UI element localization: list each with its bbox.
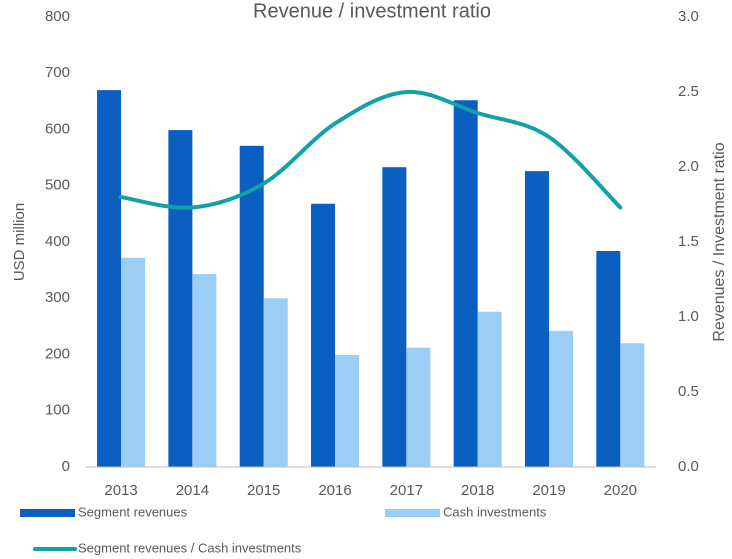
y2-tick-label: 2.5 [678, 83, 699, 100]
x-tick-label: 2014 [176, 482, 209, 499]
bar [620, 343, 645, 467]
bar [596, 251, 621, 467]
y-tick-label: 600 [45, 120, 70, 137]
bar [168, 130, 193, 467]
bar [311, 203, 336, 467]
legend-label: Segment revenues [78, 504, 188, 519]
x-tick-label: 2020 [604, 482, 637, 499]
y-tick-label: 0 [62, 458, 70, 475]
y2-tick-label: 1.0 [678, 308, 699, 325]
bar [335, 355, 360, 467]
bar [525, 171, 550, 467]
legend-label: Cash investments [443, 504, 547, 519]
y2-tick-label: 0.0 [678, 458, 699, 475]
x-tick-label: 2017 [390, 482, 423, 499]
y-tick-label: 800 [45, 8, 70, 25]
ratio-line [119, 89, 623, 210]
y-tick-label: 100 [45, 402, 70, 419]
x-tick-label: 2019 [532, 482, 565, 499]
y-axis-label: USD million [11, 203, 28, 281]
bar [453, 100, 478, 467]
legend-label: Segment revenues / Cash investments [78, 540, 302, 555]
y-tick-label: 300 [45, 289, 70, 306]
bar [549, 330, 574, 467]
bar [239, 145, 264, 467]
legend-swatch [385, 509, 440, 517]
x-tick-label: 2016 [318, 482, 351, 499]
y2-tick-label: 3.0 [678, 8, 699, 25]
y2-tick-label: 2.0 [678, 158, 699, 175]
x-tick-label: 2015 [247, 482, 280, 499]
legend-swatch [20, 509, 75, 517]
bar [406, 347, 431, 467]
y-tick-label: 500 [45, 177, 70, 194]
bar [263, 298, 288, 467]
bar [97, 90, 122, 467]
y-tick-label: 700 [45, 64, 70, 81]
x-tick-label: 2013 [104, 482, 137, 499]
y-tick-label: 400 [45, 233, 70, 250]
y2-tick-label: 1.5 [678, 233, 699, 250]
y-tick-label: 200 [45, 345, 70, 362]
y2-axis-label: Revenues / Investment ratio [711, 142, 728, 341]
bar [121, 257, 146, 467]
y2-tick-label: 0.5 [678, 383, 699, 400]
bar [477, 311, 502, 467]
chart-title: Revenue / investment ratio [253, 0, 491, 22]
x-tick-label: 2018 [461, 482, 494, 499]
bar [382, 167, 407, 467]
bar [192, 274, 217, 467]
